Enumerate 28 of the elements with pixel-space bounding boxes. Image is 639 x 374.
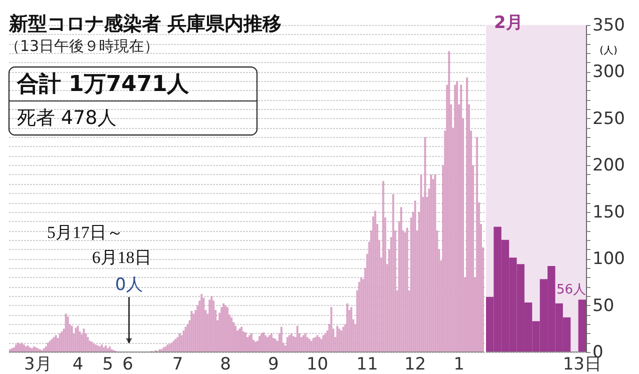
y-tick-label: 200 (592, 156, 625, 176)
x-tick-label: 1 (454, 354, 464, 374)
text: （13日午後９時現在） (5, 37, 160, 55)
annotation: 6月18日 (92, 248, 152, 267)
y-tick-label: 50 (592, 296, 614, 316)
annotation: 0人 (115, 275, 143, 295)
y-tick-label: 100 (592, 249, 625, 270)
x-tick-label: 12 (404, 354, 426, 374)
y-tick-label: 350 (592, 16, 625, 36)
x-tick-label: 4 (72, 354, 84, 374)
y-tick-label: 150 (592, 202, 625, 222)
x-tick-label: 3月 (24, 354, 52, 374)
y-tick-label: 300 (592, 62, 625, 82)
annotation: 合計 1万7471人 (16, 72, 190, 97)
y-tick-label: 250 (592, 108, 625, 129)
y-axis-title: (人) (600, 46, 618, 56)
annotation: 5月17日～ (47, 223, 124, 242)
x-tick-label: 7 (172, 354, 184, 374)
x-tick-label: 5 (102, 354, 114, 374)
annotation: 死者 478人 (17, 107, 116, 129)
chart-title: 2月 (494, 13, 523, 33)
annotation: 56人 (556, 282, 586, 298)
x-tick-label: 11 (356, 354, 378, 374)
x-tick-label: 8 (220, 354, 231, 374)
x-tick-label: 10 (306, 354, 328, 374)
x-tick-label: 6 (122, 354, 134, 374)
chart-title: 新型コロナ感染者 兵庫県内推移 (8, 13, 282, 35)
x-tick-label: 9 (268, 354, 279, 374)
